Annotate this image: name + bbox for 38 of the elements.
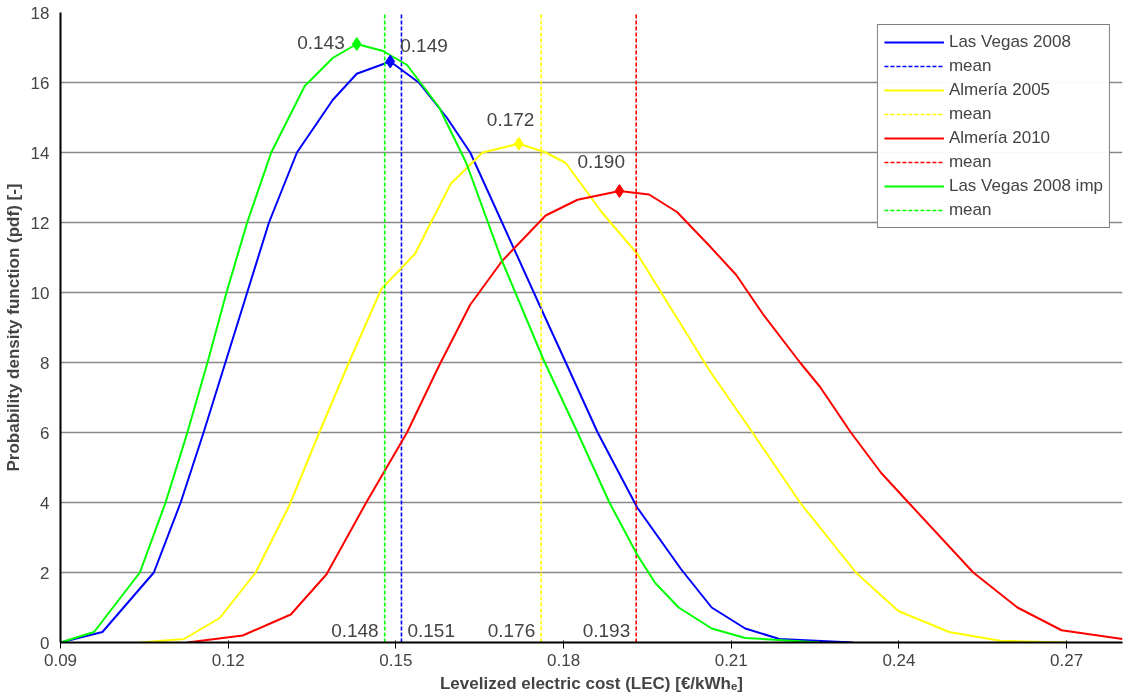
annotation: 0.149 — [400, 35, 448, 56]
y-tick-label: 4 — [40, 493, 50, 513]
annotation: 0.172 — [486, 109, 535, 131]
x-tick-label: 0.09 — [43, 650, 78, 670]
legend-label: mean — [948, 55, 992, 77]
y-tick-label: 16 — [30, 73, 50, 93]
point — [385, 54, 396, 69]
annotation: 0.190 — [577, 150, 625, 172]
annotation: 0.143 — [297, 31, 345, 53]
y-tick-label: 6 — [40, 423, 50, 443]
x-tick-label: 0.27 — [1050, 650, 1084, 670]
annotation: 0.193 — [582, 620, 631, 641]
annotation: 0.176 — [487, 620, 536, 641]
y-tick-label: 18 — [30, 3, 50, 23]
legend-label: Las Vegas 2008 imp — [948, 175, 1103, 197]
x-tick-label: 0.12 — [211, 650, 245, 670]
y-tick-label: 12 — [30, 213, 50, 233]
annotation: 0.148 — [331, 620, 379, 641]
point — [614, 184, 625, 198]
legend-label: mean — [948, 199, 992, 221]
point — [351, 37, 362, 51]
x-tick-label: 0.15 — [379, 650, 413, 670]
y-tick-label: 10 — [30, 283, 50, 303]
x-tick-label: 0.24 — [882, 650, 916, 670]
y-tick-label: 8 — [40, 353, 50, 373]
annotation: 0.151 — [407, 620, 455, 641]
x-axis-title: Levelized electric cost (LEC) [€/kWhₑ] — [439, 673, 744, 693]
y-tick-label: 2 — [40, 563, 50, 583]
legend-label: Almería 2010 — [948, 127, 1051, 149]
legend-label: Las Vegas 2008 — [948, 31, 1071, 53]
legend-label: mean — [948, 151, 992, 173]
legend-label: Almería 2005 — [948, 79, 1051, 101]
y-axis-title: Probability density function (pdf) [-] — [3, 183, 23, 472]
x-tick-label: 0.18 — [547, 650, 581, 670]
legend-label: mean — [948, 103, 992, 125]
y-tick-label: 0 — [40, 633, 50, 653]
x-tick-label: 0.21 — [714, 650, 748, 670]
y-tick-label: 14 — [30, 143, 50, 163]
